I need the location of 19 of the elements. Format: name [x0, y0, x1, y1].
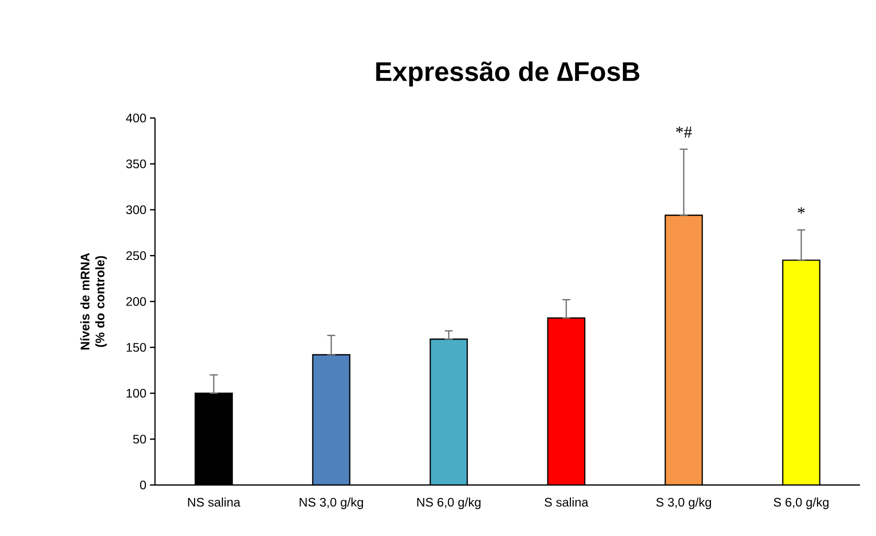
y-tick-label: 50: [133, 434, 146, 444]
y-tick-label: 100: [126, 388, 146, 398]
y-tick-label: 250: [126, 251, 146, 260]
x-tick-label: NS 6,0 g/kg: [417, 498, 480, 510]
y-tick-label: 0: [140, 480, 146, 490]
x-tick-label: S 3,0 g/kg: [656, 498, 711, 510]
chart-title: Expressão de ∆FosB: [376, 61, 640, 86]
y-tick-label: 350: [126, 159, 146, 168]
x-tick-label: NS 3,0 g/kg: [300, 498, 363, 510]
y-tick-label: 300: [126, 205, 146, 214]
annotation: *#: [676, 126, 692, 138]
y-tick-label: 200: [126, 297, 146, 306]
x-tick-label: NS salina: [188, 498, 240, 507]
y-tick-label: 400: [126, 114, 146, 122]
y-tick-label: 150: [126, 342, 146, 352]
x-tick-label: S 6,0 g/kg: [774, 498, 828, 510]
annotation: *: [798, 207, 805, 214]
y-axis-title: Níveis de mRNA (% do controle): [80, 253, 107, 350]
x-tick-label: S salina: [544, 498, 588, 507]
